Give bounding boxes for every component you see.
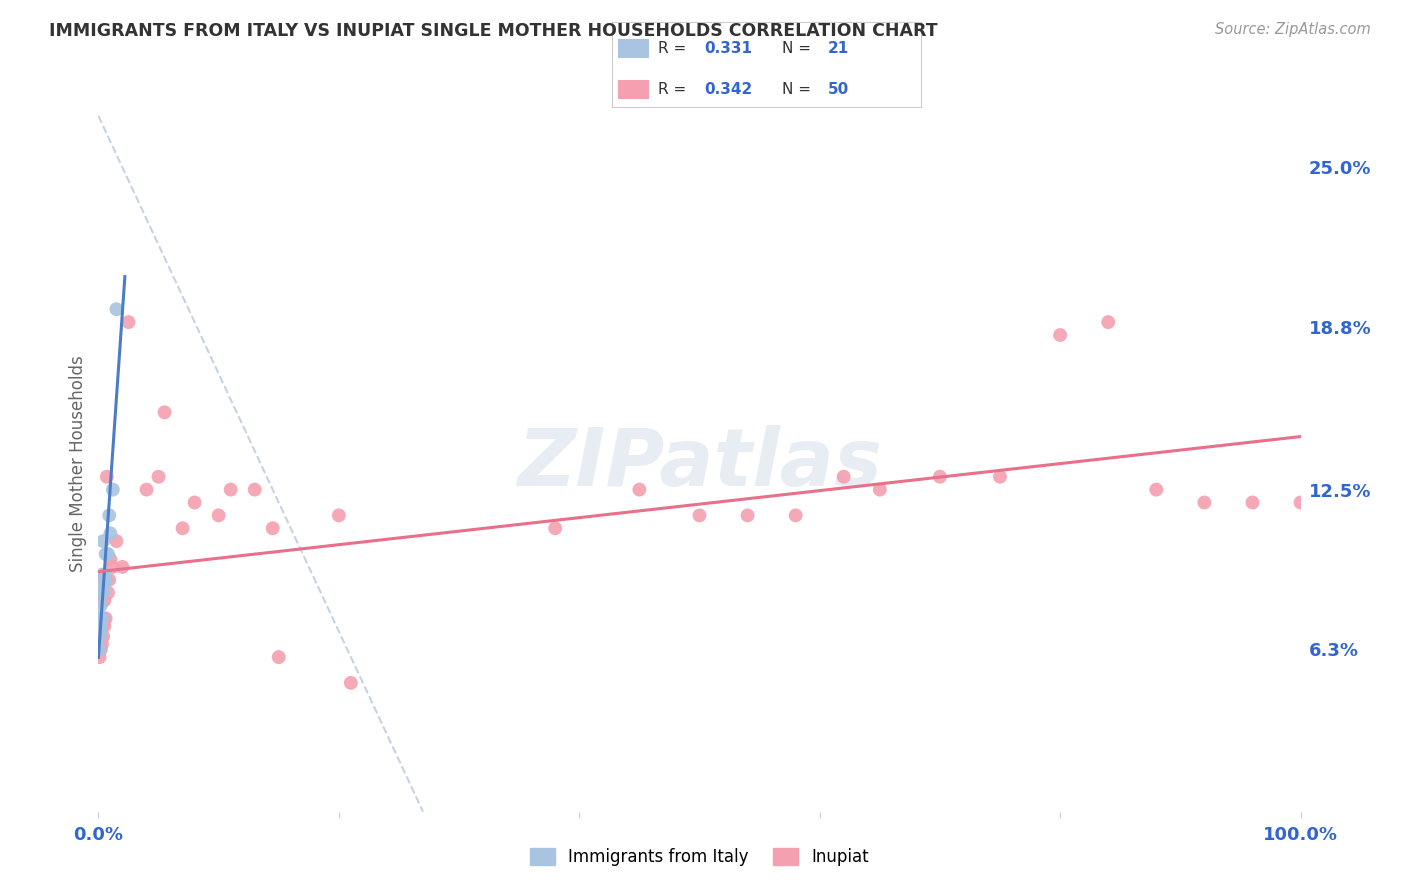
Point <box>172 521 194 535</box>
Point <box>100 552 122 566</box>
Point <box>98 573 121 587</box>
Point <box>90 630 112 644</box>
Point <box>328 508 350 523</box>
Text: Source: ZipAtlas.com: Source: ZipAtlas.com <box>1215 22 1371 37</box>
Point <box>96 469 118 483</box>
Point <box>89 642 111 657</box>
Point <box>91 573 114 587</box>
Point <box>689 508 711 523</box>
Point <box>91 593 114 607</box>
Point <box>832 469 855 483</box>
Point <box>183 495 205 509</box>
Text: R =: R = <box>658 41 692 56</box>
Point <box>94 573 117 587</box>
Point <box>89 624 111 639</box>
Point <box>91 619 114 633</box>
Point <box>90 616 112 631</box>
Point <box>117 315 139 329</box>
Point <box>90 611 112 625</box>
Point <box>869 483 891 497</box>
Point <box>94 573 117 587</box>
Point <box>928 469 950 483</box>
Point <box>243 483 266 497</box>
Point <box>785 508 807 523</box>
Point <box>89 650 111 665</box>
Text: N =: N = <box>782 41 815 56</box>
Point <box>1194 495 1216 509</box>
Point <box>148 469 170 483</box>
Bar <box>617 39 648 58</box>
Point <box>91 534 114 549</box>
Point <box>90 599 112 613</box>
Point <box>91 637 114 651</box>
Point <box>219 483 242 497</box>
Text: 0.342: 0.342 <box>704 82 752 96</box>
Point <box>105 534 128 549</box>
Legend: Immigrants from Italy, Inupiat: Immigrants from Italy, Inupiat <box>523 841 876 873</box>
Point <box>1241 495 1264 509</box>
Point <box>1049 328 1071 343</box>
Y-axis label: Single Mother Households: Single Mother Households <box>69 356 87 572</box>
Point <box>98 508 121 523</box>
Point <box>94 611 117 625</box>
Text: 21: 21 <box>828 41 849 56</box>
Point <box>988 469 1011 483</box>
Point <box>91 585 114 599</box>
Point <box>208 508 231 523</box>
Point <box>135 483 157 497</box>
Point <box>93 619 115 633</box>
Point <box>91 567 114 582</box>
Point <box>1144 483 1167 497</box>
Point <box>737 508 759 523</box>
Text: IMMIGRANTS FROM ITALY VS INUPIAT SINGLE MOTHER HOUSEHOLDS CORRELATION CHART: IMMIGRANTS FROM ITALY VS INUPIAT SINGLE … <box>49 22 938 40</box>
Point <box>89 630 111 644</box>
Text: 0.331: 0.331 <box>704 41 752 56</box>
Text: R =: R = <box>658 82 692 96</box>
Point <box>91 585 114 599</box>
Point <box>111 560 134 574</box>
Text: 50: 50 <box>828 82 849 96</box>
Point <box>100 526 122 541</box>
Point <box>267 650 290 665</box>
Point <box>97 547 120 561</box>
Point <box>544 521 567 535</box>
Point <box>97 585 120 599</box>
Point <box>1289 495 1312 509</box>
Point <box>91 630 114 644</box>
Point <box>262 521 284 535</box>
Point <box>93 567 115 582</box>
Point <box>91 611 114 625</box>
Point <box>101 560 124 574</box>
Text: ZIPatlas: ZIPatlas <box>517 425 882 503</box>
Bar <box>617 80 648 99</box>
Point <box>89 619 111 633</box>
Point <box>94 547 117 561</box>
Point <box>90 624 112 639</box>
Point <box>93 611 115 625</box>
Point <box>340 676 363 690</box>
Point <box>101 483 124 497</box>
Point <box>105 302 128 317</box>
Point <box>90 611 112 625</box>
Text: N =: N = <box>782 82 815 96</box>
Point <box>93 593 115 607</box>
Point <box>93 578 115 592</box>
Point <box>90 642 112 657</box>
Point <box>628 483 651 497</box>
Point <box>1097 315 1119 329</box>
Point <box>153 405 176 419</box>
